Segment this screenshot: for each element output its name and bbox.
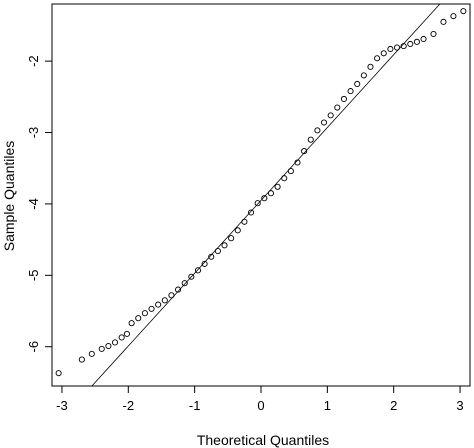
data-point	[78, 356, 85, 363]
data-point	[274, 183, 281, 190]
y-tick-label: -6	[26, 341, 41, 353]
data-point	[460, 8, 467, 15]
data-point	[135, 315, 142, 322]
data-point	[360, 72, 367, 79]
reference-line-group	[91, 3, 441, 387]
data-point	[175, 286, 182, 293]
data-point	[118, 334, 125, 341]
data-point	[267, 190, 275, 197]
plot-frame	[51, 3, 471, 387]
x-tick-label: -2	[123, 398, 135, 413]
data-point	[234, 227, 241, 234]
data-point	[307, 136, 314, 143]
x-tick-label: 0	[257, 398, 264, 413]
data-point	[413, 38, 420, 45]
x-tick-label: -1	[189, 398, 201, 413]
data-point	[400, 43, 407, 50]
data-point	[88, 350, 95, 357]
x-tick-label: 3	[456, 398, 463, 413]
x-tick-label: -3	[56, 398, 68, 413]
data-point	[247, 209, 255, 216]
data-point	[287, 168, 294, 175]
y-tick-label: -2	[26, 55, 41, 67]
data-point	[301, 148, 308, 155]
y-tick-label: -5	[26, 270, 41, 282]
data-point	[374, 55, 381, 62]
reference-line	[91, 3, 441, 387]
data-point	[141, 310, 148, 317]
data-point	[440, 18, 447, 25]
data-point	[221, 242, 228, 249]
data-point	[340, 95, 347, 103]
data-point	[281, 175, 288, 182]
y-tick-label: -3	[26, 127, 41, 139]
data-point	[128, 320, 135, 327]
points-group	[55, 8, 467, 377]
data-point	[261, 195, 268, 202]
data-point	[334, 104, 341, 111]
data-point	[387, 45, 394, 53]
data-point	[55, 370, 62, 377]
data-point	[380, 50, 387, 57]
data-point	[194, 267, 202, 274]
data-point	[208, 253, 215, 260]
data-point	[105, 342, 112, 350]
x-axis: -3 -2 -1 0 1 2 3	[56, 385, 464, 413]
x-tick-label: 1	[324, 398, 331, 413]
x-axis-title: Theoretical Quantiles	[197, 432, 329, 448]
y-axis-title: Sample Quantiles	[1, 141, 17, 252]
data-point	[123, 330, 131, 337]
data-point	[188, 273, 195, 280]
data-point	[354, 80, 361, 88]
data-point	[320, 119, 328, 126]
data-point	[314, 127, 321, 134]
data-point	[327, 112, 334, 119]
data-point	[168, 292, 175, 299]
data-point	[393, 44, 401, 51]
data-point	[201, 260, 208, 267]
y-tick-label: -4	[26, 198, 41, 210]
data-point	[155, 301, 162, 308]
data-point	[148, 305, 155, 312]
data-point	[450, 13, 457, 20]
data-point	[430, 30, 437, 38]
data-point	[347, 88, 354, 95]
data-point	[420, 35, 427, 43]
data-point	[228, 235, 235, 242]
data-point	[181, 280, 188, 287]
data-point	[111, 339, 119, 346]
data-point	[407, 40, 414, 48]
data-point	[294, 159, 301, 166]
data-point	[367, 63, 374, 70]
data-point	[214, 248, 221, 255]
data-point	[254, 200, 261, 207]
x-tick-label: 2	[390, 398, 397, 413]
data-point	[98, 345, 105, 352]
y-axis: -6 -5 -4 -3 -2	[26, 55, 53, 353]
data-point	[161, 297, 168, 304]
data-point	[241, 218, 248, 225]
